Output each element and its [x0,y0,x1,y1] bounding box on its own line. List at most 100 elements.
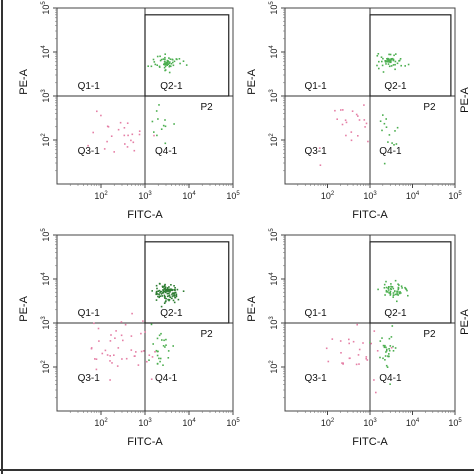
event-point [173,289,175,291]
y-axis-label: PE-A [18,295,30,321]
event-point [178,58,181,60]
event-point [396,300,398,303]
x-tick-label: 103 [363,418,377,428]
event-point [168,286,170,288]
event-point [174,287,176,289]
event-point [377,288,379,291]
event-point [390,61,392,64]
event-point [385,280,387,283]
event-point [159,291,161,294]
event-point [171,293,173,296]
event-point [155,284,158,287]
event-point [404,65,406,67]
event-point [150,323,153,326]
event-point [394,60,397,63]
event-point [334,109,336,112]
event-point [168,292,170,295]
event-point [172,61,174,64]
event-point [117,128,120,131]
event-point [375,391,377,394]
event-point [388,355,390,358]
event-point [387,355,389,357]
event-point [168,294,170,297]
event-point [106,125,109,128]
event-point [100,114,102,117]
x-tick-label: 105 [226,418,240,428]
event-point [390,65,393,67]
event-point [154,63,157,66]
event-point [173,301,176,304]
event-point [168,299,170,302]
event-point [386,348,388,351]
event-point [166,64,168,66]
gate-p2 [144,241,230,324]
event-point [176,288,179,291]
event-point [161,339,163,341]
event-point [384,344,386,347]
quadrant-label-q3: Q3-1 [78,373,101,384]
quadrant-label-q1: Q1-1 [78,308,101,319]
event-point [146,360,148,363]
event-point [319,164,322,166]
event-point [388,353,390,355]
event-point [384,60,386,62]
event-point [390,58,393,61]
event-point [393,144,395,146]
event-point [155,110,158,112]
event-point [169,291,171,293]
event-point [164,287,166,289]
event-point [173,295,175,297]
gate-p2-label: P2 [423,329,436,340]
event-point [157,290,159,292]
event-point [134,355,136,357]
event-point [90,347,93,349]
event-point [147,65,149,67]
event-point [148,354,151,356]
event-point [164,295,166,298]
event-point [158,296,160,299]
quadrant-label-q4: Q4-1 [379,373,402,384]
event-point [389,290,392,293]
event-point [389,60,391,62]
event-point [121,358,123,360]
event-point [391,142,393,144]
event-point [119,121,122,124]
event-point [151,356,154,358]
x-axis-label: FITC-A [352,209,388,221]
x-tick-label: 105 [448,418,462,428]
event-point [398,284,400,286]
event-point [161,295,163,297]
gate-p2 [369,14,452,97]
event-point [168,57,170,59]
event-point [164,53,166,55]
event-point [174,291,177,294]
event-point [378,60,380,63]
event-point [163,288,165,290]
event-point [318,147,321,149]
event-point [336,118,338,120]
event-point [126,146,129,148]
event-point [165,291,167,294]
event-point [342,362,344,364]
quadrant-label-q1: Q1-1 [304,81,327,92]
event-point [164,346,166,348]
event-point [168,288,171,291]
event-point [158,289,161,292]
event-point [394,293,397,296]
event-point [382,114,384,116]
y-axis-label: PE-A [18,68,30,94]
event-point [168,62,171,65]
event-point [401,287,403,289]
event-point [357,135,359,137]
event-point [387,60,389,63]
y-tick-label: 105 [41,228,51,242]
event-point [388,53,390,56]
quadrant-label-q2: Q2-1 [160,308,183,319]
x-tick-label: 104 [182,418,196,428]
event-point [163,285,165,288]
x-tick-label: 104 [182,191,196,201]
event-point [389,59,391,61]
edge-label-top: PE-A [459,87,471,113]
event-point [164,142,167,145]
